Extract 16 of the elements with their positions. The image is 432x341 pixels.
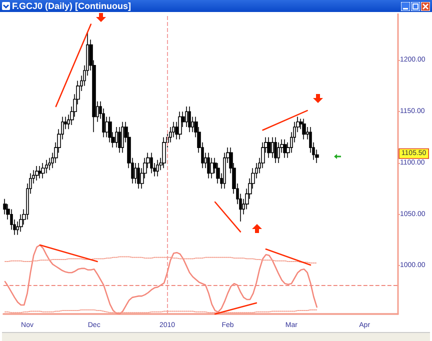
candlestick [41, 162, 45, 179]
candlestick [156, 159, 159, 177]
candlestick [137, 162, 140, 190]
candlestick [207, 152, 210, 179]
candlestick [267, 136, 271, 158]
candlestick [283, 138, 287, 158]
candlestick [35, 166, 39, 181]
candlestick [178, 111, 182, 140]
candlestick [162, 136, 166, 169]
candlestick [150, 152, 153, 174]
chart-title: F.GCJ0 (Daily) [Continuous] [12, 0, 131, 12]
candlestick [121, 121, 124, 154]
candlestick [274, 136, 277, 164]
candlestick [38, 166, 42, 179]
candlestick [188, 106, 191, 133]
candlestick [302, 118, 306, 140]
